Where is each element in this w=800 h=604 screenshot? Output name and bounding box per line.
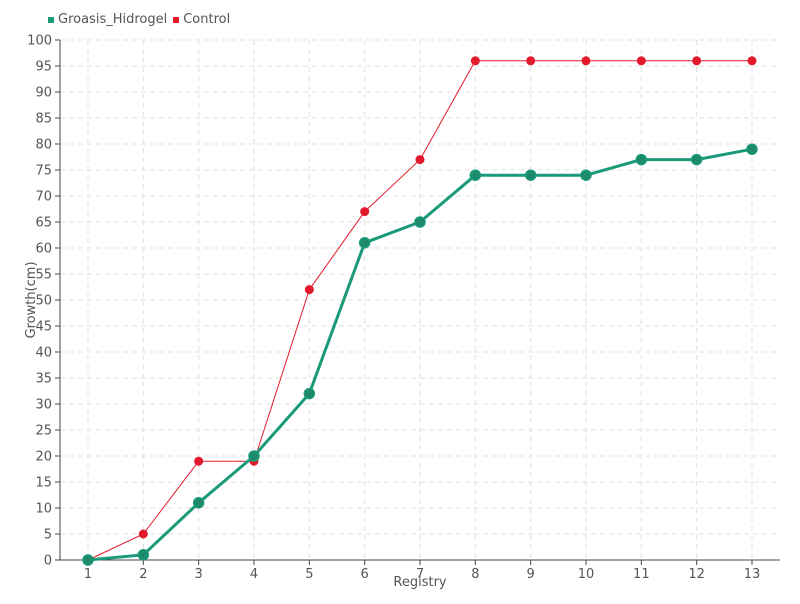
y-tick-label: 45 (35, 320, 52, 335)
data-point (137, 549, 150, 561)
y-tick-label: 90 (35, 86, 52, 101)
y-tick-label: 40 (35, 346, 52, 361)
legend-label-groasis: Groasis_Hidrogel (58, 12, 168, 27)
data-point (248, 450, 260, 462)
x-tick-label: 2 (139, 567, 147, 582)
x-tick-label: 9 (527, 567, 535, 582)
axes: 0510152025303540455055606570758085909510… (27, 34, 780, 582)
y-tick-label: 25 (35, 424, 52, 439)
data-point (414, 216, 426, 228)
x-tick-label: 7 (416, 567, 424, 582)
y-axis-label: Growth(cm) (24, 261, 39, 338)
y-tick-label: 60 (35, 242, 52, 257)
data-point (746, 143, 758, 155)
x-axis-label: Registry (393, 575, 447, 590)
y-tick-label: 80 (35, 138, 52, 153)
y-tick-label: 10 (35, 502, 52, 517)
x-tick-label: 3 (195, 567, 203, 582)
data-point (303, 387, 316, 400)
series-groasis-hidrogel (82, 143, 758, 566)
data-point (358, 237, 371, 249)
data-point (524, 169, 537, 181)
data-point (360, 207, 370, 217)
x-tick-label: 10 (578, 567, 595, 582)
y-tick-label: 15 (35, 476, 52, 491)
y-tick-label: 0 (44, 554, 52, 569)
data-point (692, 56, 702, 66)
y-tick-label: 5 (44, 528, 52, 543)
x-tick-label: 11 (633, 567, 650, 582)
data-point (526, 56, 536, 66)
x-tick-label: 12 (688, 567, 705, 582)
data-point (304, 285, 314, 295)
x-tick-label: 8 (471, 567, 479, 582)
data-point (194, 456, 204, 466)
y-tick-label: 85 (35, 112, 52, 127)
legend-swatch-groasis (48, 16, 54, 23)
data-point (192, 497, 205, 509)
y-tick-label: 100 (27, 34, 52, 49)
data-point (580, 169, 592, 181)
y-tick-label: 50 (35, 294, 52, 309)
y-tick-label: 55 (35, 268, 52, 283)
x-tick-label: 13 (744, 567, 761, 582)
y-tick-label: 75 (35, 164, 52, 179)
legend: Groasis_Hidrogel Control (48, 12, 230, 27)
y-tick-label: 20 (35, 450, 52, 465)
y-tick-label: 65 (35, 216, 52, 231)
series-layer (82, 56, 758, 566)
y-tick-label: 30 (35, 398, 52, 413)
data-point (636, 56, 646, 66)
x-tick-label: 4 (250, 567, 258, 582)
y-tick-label: 70 (35, 190, 52, 205)
data-point (82, 554, 94, 566)
data-point (581, 56, 591, 66)
y-tick-label: 35 (35, 372, 52, 387)
data-point (690, 153, 703, 166)
legend-item-control: Control (173, 12, 230, 27)
grid (60, 39, 780, 560)
legend-label-control: Control (183, 12, 231, 27)
series-line (87, 147, 753, 562)
data-point (138, 529, 148, 539)
data-point (635, 153, 648, 166)
legend-item-groasis: Groasis_Hidrogel (48, 12, 167, 27)
data-point (415, 155, 425, 165)
x-tick-label: 6 (361, 567, 369, 582)
x-tick-label: 1 (84, 567, 92, 582)
x-tick-label: 5 (305, 567, 313, 582)
data-point (747, 56, 757, 66)
legend-swatch-control (173, 16, 180, 23)
data-point (469, 169, 482, 181)
y-tick-label: 95 (35, 60, 52, 75)
data-point (470, 56, 480, 66)
